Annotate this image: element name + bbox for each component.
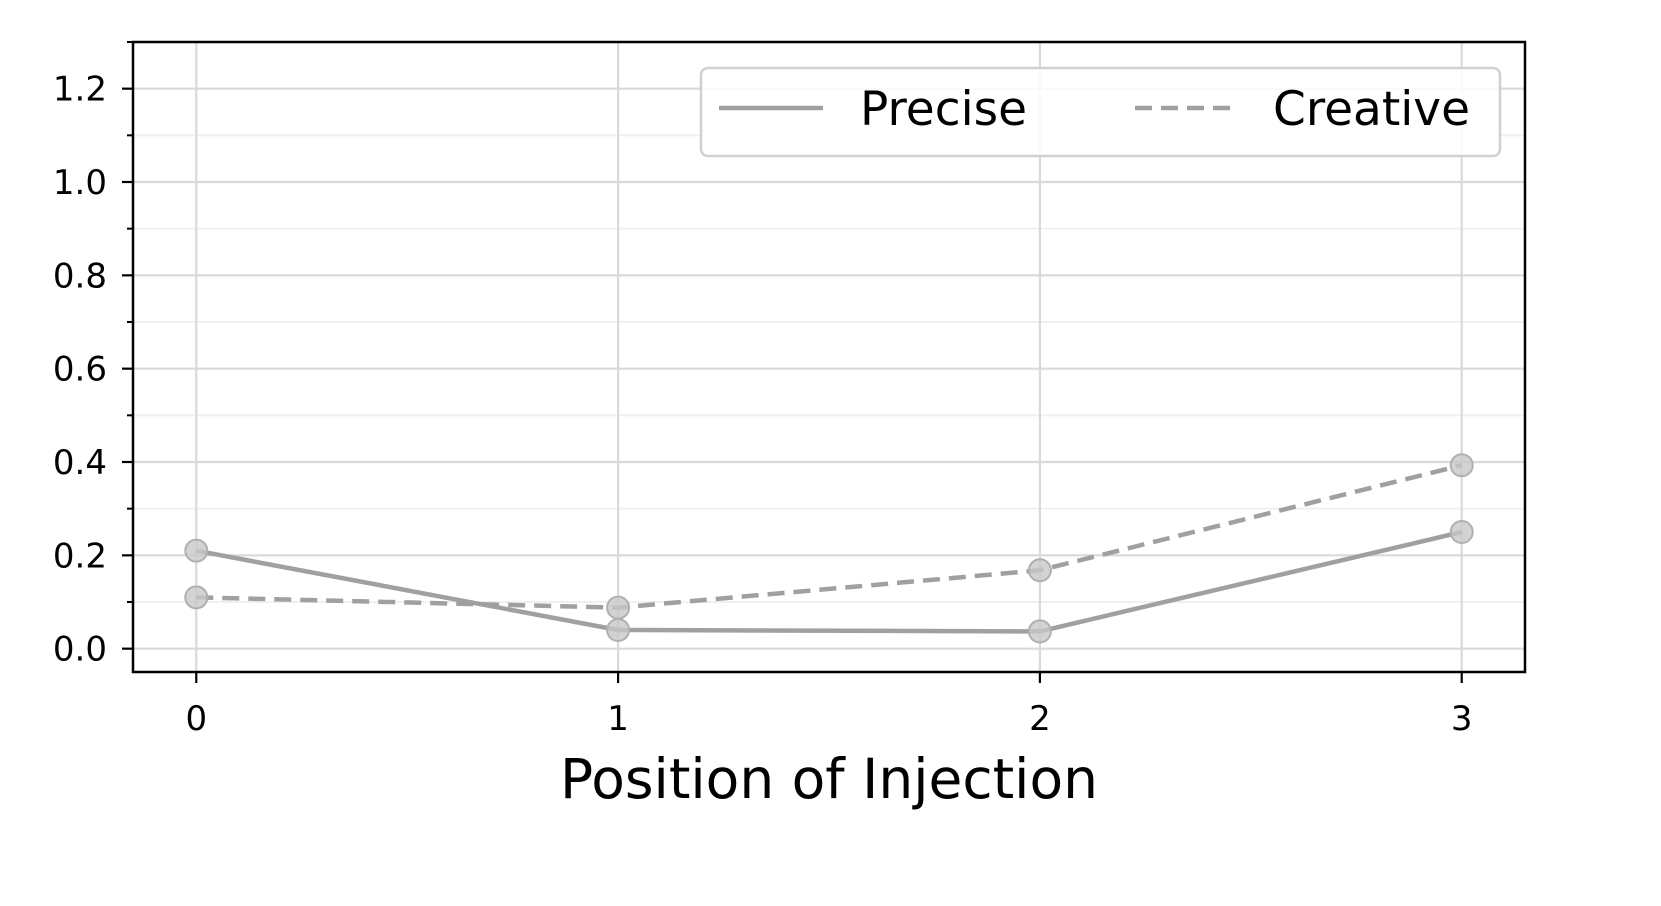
- x-tick-label: 3: [1451, 699, 1473, 739]
- y-tick-label: 0.0: [53, 630, 107, 670]
- plot-frame: [131, 40, 1527, 674]
- y-tick-label: 0.8: [53, 256, 107, 296]
- y-tick-label: 0.6: [53, 350, 107, 390]
- x-tick-label: 0: [185, 699, 207, 739]
- data-point-precise: [1027, 619, 1052, 644]
- y-tick-label: 0.2: [53, 536, 107, 576]
- series-line-precise: [195, 529, 1463, 634]
- series-lines: [184, 453, 1474, 644]
- legend-label-creative: Creative: [1273, 82, 1470, 137]
- x-axis-title: Position of Injection: [560, 747, 1098, 811]
- legend-label-precise: Precise: [860, 82, 1027, 137]
- x-tick-label: 2: [1029, 699, 1051, 739]
- data-point-creative: [606, 595, 631, 620]
- y-tick-label: 1.2: [53, 70, 107, 110]
- legend-box: [699, 66, 1502, 158]
- legend: Precise Creative: [699, 66, 1502, 158]
- x-tick-label: 1: [607, 699, 629, 739]
- series-line-creative: [196, 463, 1463, 610]
- y-tick-label: 1.0: [53, 163, 107, 203]
- data-point-creative: [184, 585, 209, 610]
- data-point-precise: [606, 618, 631, 642]
- data-point-precise: [184, 538, 209, 563]
- axis-ticks: 0.0 0.2 0.4 0.6 0.8 1.0 1.2 0 1 2 3: [53, 41, 1473, 739]
- data-point-creative: [1449, 453, 1474, 478]
- data-point-creative: [1027, 558, 1052, 583]
- data-point-precise: [1449, 520, 1474, 544]
- y-tick-label: 0.4: [53, 443, 107, 483]
